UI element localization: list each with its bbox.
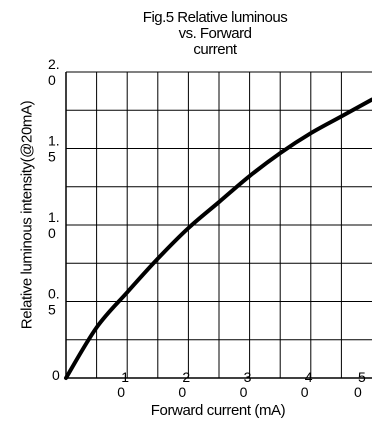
y-tick-label: 1. xyxy=(48,133,60,149)
chart-title-line-2: vs. Forward xyxy=(178,25,252,42)
x-axis-label: Forward current (mA) xyxy=(150,402,286,419)
x-tick-label: 4 xyxy=(305,369,313,385)
x-tick-label: 0 xyxy=(117,384,125,400)
x-tick-label: 0 xyxy=(301,384,309,400)
y-tick-label: 1. xyxy=(48,209,60,225)
x-tick-label: 2 xyxy=(182,369,190,385)
y-tick-label: 5 xyxy=(48,302,56,318)
y-axis-label: Relative luminous intensity(@20mA) xyxy=(18,100,36,330)
series-line xyxy=(64,97,372,380)
x-tick-label: 3 xyxy=(244,369,252,385)
y-tick-label: 0 xyxy=(52,367,60,383)
y-tick-label: 0 xyxy=(48,72,56,88)
y-tick-label: 5 xyxy=(48,149,56,165)
x-tick-label: 0 xyxy=(354,384,362,400)
chart-title-line-3: current xyxy=(193,41,237,58)
x-tick-label: 0 xyxy=(240,384,248,400)
y-tick-label: 0 xyxy=(48,225,56,241)
x-tick-label: 0 xyxy=(178,384,186,400)
chart-title-line-1: Fig.5 Relative luminous xyxy=(142,9,288,26)
x-tick-label: 1 xyxy=(121,369,129,385)
y-tick-label: 2. xyxy=(48,56,60,72)
y-tick-label: 0. xyxy=(48,286,60,302)
x-tick-label: 5 xyxy=(358,369,366,385)
